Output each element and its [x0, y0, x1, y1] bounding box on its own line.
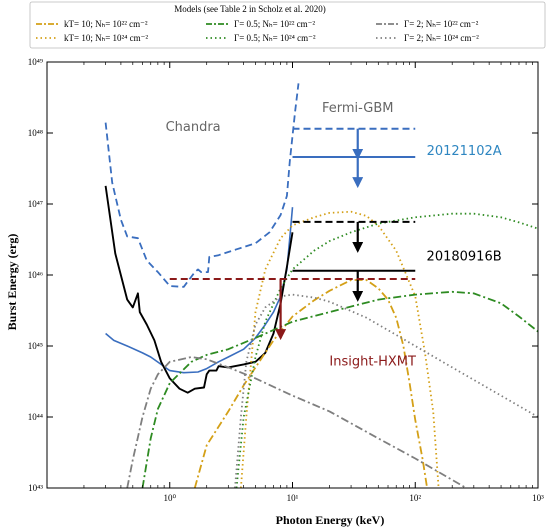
y-tick-label: 10⁴⁴	[28, 412, 43, 422]
series-line-6	[141, 290, 538, 488]
series-line-5	[240, 210, 440, 488]
axes: 10⁰ 10¹ 10² 10³ 10⁴³ 10⁴⁴ 10⁴⁵ 10⁴⁶ 10⁴⁷ 10⁴⁸ 10⁴⁹	[28, 57, 544, 503]
legend-label-2: kT= 10; Nₕ= 10²⁴ cm⁻²	[64, 33, 148, 43]
y-tick-label: 10⁴⁷	[28, 199, 43, 209]
plot-area: Chandra Fermi-GBM 20121102A 20180916B Insigh…	[104, 83, 538, 488]
legend: Models (see Table 2 in Scholz et al. 202…	[29, 1, 546, 49]
series-line-1	[104, 83, 300, 288]
y-tick-label: 10⁴⁵	[28, 341, 43, 351]
x-tick-label: 10¹	[287, 493, 299, 503]
annotation-1: Chandra	[166, 120, 221, 135]
series-line-8	[126, 356, 467, 488]
legend-label-3: Γ= 0.5; Nₕ= 10²² cm⁻²	[234, 19, 315, 29]
series-line-2	[105, 207, 294, 374]
y-tick-label: 10⁴⁸	[28, 128, 43, 138]
series-line-3	[104, 185, 294, 394]
x-tick-label: 10²	[409, 493, 421, 503]
legend-label-4: Γ= 0.5; Nₕ= 10²⁴ cm⁻²	[234, 33, 316, 43]
annotation-2: Fermi-GBM	[322, 101, 394, 116]
annotation-4: 20180916B	[427, 249, 502, 264]
series-line-7	[235, 212, 538, 488]
y-tick-label: 10⁴⁶	[28, 270, 43, 280]
series-line-4	[193, 279, 428, 488]
annotation-5: Insight-HXMT	[329, 354, 416, 369]
legend-frame	[29, 1, 546, 49]
x-axis-label: Photon Energy (keV)	[276, 513, 385, 527]
y-tick-label: 10⁴³	[28, 483, 43, 493]
y-tick-label: 10⁴⁹	[28, 57, 43, 67]
x-tick-label: 10³	[532, 493, 544, 503]
annotation-3: 20121102A	[427, 144, 502, 159]
x-tick-label: 10⁰	[163, 493, 176, 503]
legend-label-1: kT= 10; Nₕ= 10²² cm⁻²	[64, 19, 148, 29]
y-axis-label: Burst Energy (erg)	[5, 234, 19, 331]
legend-title: Models (see Table 2 in Scholz et al. 202…	[174, 4, 325, 14]
legend-label-6: Γ= 2; Nₕ= 10²⁴ cm⁻²	[404, 33, 479, 43]
legend-label-5: Γ= 2; Nₕ= 10²² cm⁻²	[404, 19, 479, 29]
